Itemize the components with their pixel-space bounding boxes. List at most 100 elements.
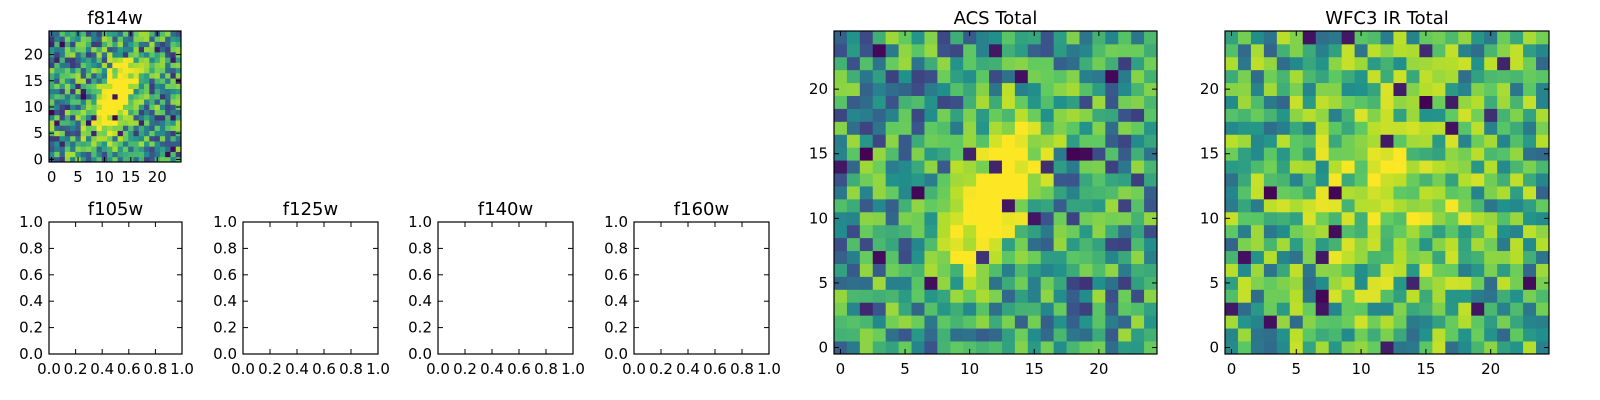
heatmap-cell (1354, 56, 1368, 71)
heatmap-cell (133, 72, 140, 79)
heatmap-cell (963, 160, 977, 174)
heatmap-cell (1419, 328, 1433, 342)
heatmap-cell (911, 82, 925, 96)
heatmap-cell (1354, 43, 1368, 58)
heatmap-cell (1523, 82, 1537, 96)
heatmap-cell (1328, 302, 1343, 316)
heatmap-cell (64, 41, 71, 48)
heatmap-cell (70, 83, 76, 90)
heatmap-cell (170, 51, 177, 58)
heatmap-cell (937, 224, 951, 239)
heatmap-cell (1484, 95, 1498, 109)
heatmap-cell (1276, 211, 1291, 226)
heatmap-cell (165, 125, 171, 131)
heatmap-cell (91, 57, 97, 63)
heatmap-cell (937, 69, 951, 84)
heatmap-cell (165, 51, 171, 58)
heatmap-cell (1354, 108, 1368, 122)
heatmap-cell (1225, 121, 1239, 135)
heatmap-cell (1341, 121, 1355, 135)
heatmap-cell (1419, 186, 1433, 200)
y-tick-label: 10 (1200, 209, 1219, 227)
heatmap-cell (122, 125, 129, 131)
heatmap-cell (1225, 250, 1239, 264)
heatmap-cell (1289, 160, 1304, 174)
heatmap-cell (1237, 289, 1252, 303)
heatmap-cell (1066, 173, 1080, 187)
heatmap-cell (96, 93, 103, 100)
heatmap-cell (1250, 276, 1265, 290)
heatmap-cell (133, 125, 140, 131)
heatmap-cell (1367, 69, 1381, 84)
heatmap-cell (85, 135, 92, 142)
heatmap-cell (59, 78, 66, 84)
heatmap-cell (1118, 341, 1132, 355)
heatmap-cell (117, 114, 124, 121)
heatmap-cell (144, 88, 150, 95)
heatmap-cell (70, 93, 76, 100)
heatmap-cell (1406, 82, 1420, 96)
heatmap-cell (1406, 108, 1420, 122)
heatmap-cell (1014, 173, 1029, 187)
heatmap-cell (165, 36, 171, 42)
heatmap-cell (144, 120, 150, 126)
heatmap-cell (1393, 224, 1407, 239)
heatmap-cell (85, 156, 92, 163)
heatmap-cell (1523, 302, 1537, 316)
heatmap-cell (950, 186, 964, 200)
heatmap-cell (989, 263, 1003, 277)
heatmap-cell (1445, 108, 1459, 122)
heatmap-cell (101, 57, 108, 63)
heatmap-cell (1458, 95, 1472, 109)
heatmap-cell (80, 114, 87, 121)
heatmap-cell (1053, 224, 1067, 239)
heatmap-cell (107, 104, 113, 110)
heatmap-cell (1001, 276, 1016, 290)
heatmap-cell (85, 130, 92, 137)
heatmap-cell (1406, 134, 1420, 148)
y-tick-label: 1.0 (604, 213, 628, 231)
heatmap-cell (85, 88, 92, 95)
heatmap-cell (1014, 198, 1029, 213)
heatmap-cell (963, 121, 977, 135)
heatmap-cell (159, 72, 166, 79)
x-tick-label: 1.0 (561, 360, 585, 378)
heatmap-cell (924, 95, 938, 109)
heatmap-cell (1105, 95, 1119, 109)
heatmap-cell (859, 69, 874, 84)
heatmap-cell (128, 88, 134, 95)
heatmap-cell (1510, 82, 1524, 96)
heatmap-cell (70, 99, 76, 105)
heatmap-cell (128, 57, 134, 63)
heatmap-cell (1367, 302, 1381, 316)
heatmap-cell (149, 62, 155, 69)
heatmap-cell (75, 62, 82, 69)
heatmap-cell (1105, 82, 1119, 96)
heatmap-cell (1523, 121, 1537, 135)
heatmap-cell (846, 237, 861, 252)
heatmap-cell (1014, 31, 1029, 45)
heatmap-cell (976, 315, 990, 329)
heatmap-cell (1445, 237, 1459, 252)
heatmap-cell (1001, 82, 1016, 96)
heatmap-cell (1105, 186, 1119, 200)
heatmap-cell (1510, 237, 1524, 252)
heatmap-cell (1445, 147, 1459, 161)
heatmap-cell (101, 151, 108, 158)
heatmap-cell (144, 135, 150, 142)
heatmap-cell (1432, 224, 1446, 239)
heatmap-cell (1001, 341, 1016, 355)
heatmap-cell (924, 198, 938, 213)
heatmap-cell (1053, 56, 1067, 71)
heatmap-cell (1367, 289, 1381, 303)
heatmap-cell (91, 88, 97, 95)
heatmap-cell (107, 141, 113, 147)
heatmap-cell (1105, 341, 1119, 355)
heatmap-cell (872, 198, 887, 213)
heatmap-cell (1510, 328, 1524, 342)
x-tick-label: 0 (47, 168, 57, 186)
heatmap-cell (144, 67, 150, 74)
heatmap-cell (1432, 198, 1446, 213)
heatmap-cell (1380, 56, 1394, 71)
